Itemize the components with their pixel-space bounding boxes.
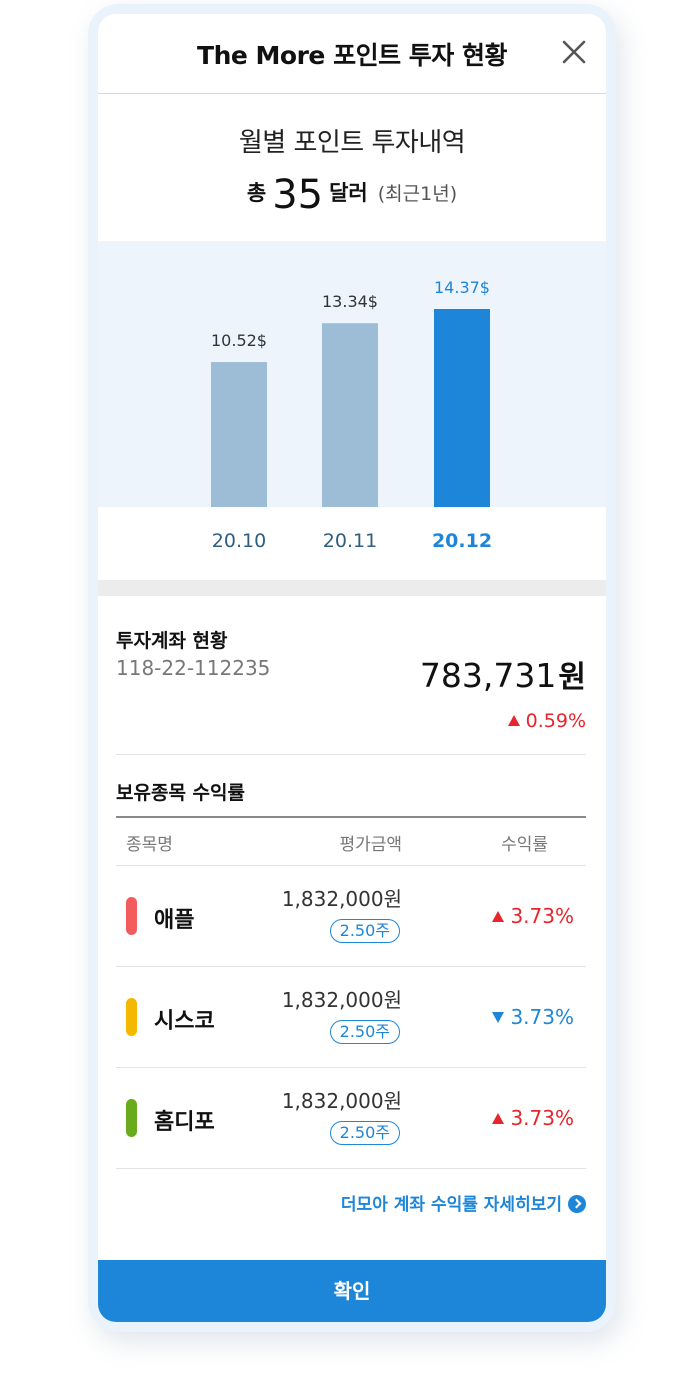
stock-name: 시스코 [154,1009,215,1034]
total-unit: 달러 [329,181,368,205]
monthly-bar-chart: 10.52$ 20.10 13.34$ 20.11 14.37$ 20.12 [211,278,492,552]
divider [116,1067,586,1068]
total-period: (최근1년) [377,183,458,205]
account-detail-link[interactable]: 더모아 계좌 수익률 자세히보기 [341,1190,586,1215]
divider [116,865,586,866]
stock-shares-badge: 2.50주 [329,1121,400,1145]
total-prefix: 총 [246,181,267,205]
bar-value-label: 13.34$ [322,292,378,311]
holdings-title: 보유종목 수익률 [116,782,245,804]
account-amount-value: 783,731 [419,656,557,695]
chart-bar [322,323,378,507]
x-tick-label: 20.10 [212,530,266,552]
stock-return: 3.73% [492,904,574,928]
up-triangle-icon [507,715,520,726]
divider [116,754,586,755]
account-number: 118-22-112235 [116,656,271,680]
column-header-name: 종목명 [126,835,173,855]
stock-color-marker [126,998,137,1036]
stock-name: 홈디포 [154,1110,215,1135]
stock-value: 1,832,000원 [281,1089,402,1113]
stock-name: 애플 [154,908,195,933]
table-header-divider [116,816,586,818]
chart-bar [434,309,490,507]
stock-return-value: 3.73% [510,1005,574,1029]
down-triangle-icon [492,1012,505,1023]
stock-return-value: 3.73% [510,1106,574,1130]
stock-value: 1,832,000원 [281,988,402,1012]
x-tick-label: 20.12 [432,530,492,552]
account-title: 투자계좌 현황 [116,630,228,652]
section-divider [98,580,606,596]
column-header-return: 수익률 [501,835,548,855]
x-tick-label: 20.11 [323,530,377,552]
account-amount: 783,731원 [420,652,586,696]
divider [116,966,586,967]
total-value: 35 [272,172,324,218]
summary-title: 월별 포인트 투자내역 [238,128,466,158]
bar-value-label: 14.37$ [434,278,490,297]
stock-shares-badge: 2.50주 [329,919,400,943]
account-change: 0.59% [507,710,586,732]
confirm-button[interactable]: 확인 [98,1260,606,1322]
stock-value: 1,832,000원 [281,887,402,911]
up-triangle-icon [492,1113,505,1124]
popup-card: The More 포인트 투자 현황 월별 포인트 투자내역 총 35 달러 (최근1… [98,14,606,1322]
column-header-value: 평가금액 [339,835,402,855]
chevron-right-circle-icon [568,1195,586,1213]
close-button[interactable] [560,38,588,66]
account-amount-unit: 원 [558,660,586,695]
stock-color-marker [126,1099,137,1137]
detail-link-label: 더모아 계좌 수익률 자세히보기 [340,1195,562,1215]
bar-value-label: 10.52$ [211,331,267,350]
stock-return: 3.73% [492,1005,574,1029]
stock-color-marker [126,897,137,935]
summary-total: 총 35 달러 (최근1년) [98,172,606,218]
up-triangle-icon [492,911,505,922]
account-change-value: 0.59% [525,710,586,732]
close-icon [562,40,586,64]
chart-bar [211,362,267,507]
stock-return-value: 3.73% [510,904,574,928]
popup-header: The More 포인트 투자 현황 [98,14,606,94]
stock-shares-badge: 2.50주 [329,1020,400,1044]
stock-return: 3.73% [492,1106,574,1130]
divider [116,1168,586,1169]
popup-title: The More 포인트 투자 현황 [197,41,507,70]
